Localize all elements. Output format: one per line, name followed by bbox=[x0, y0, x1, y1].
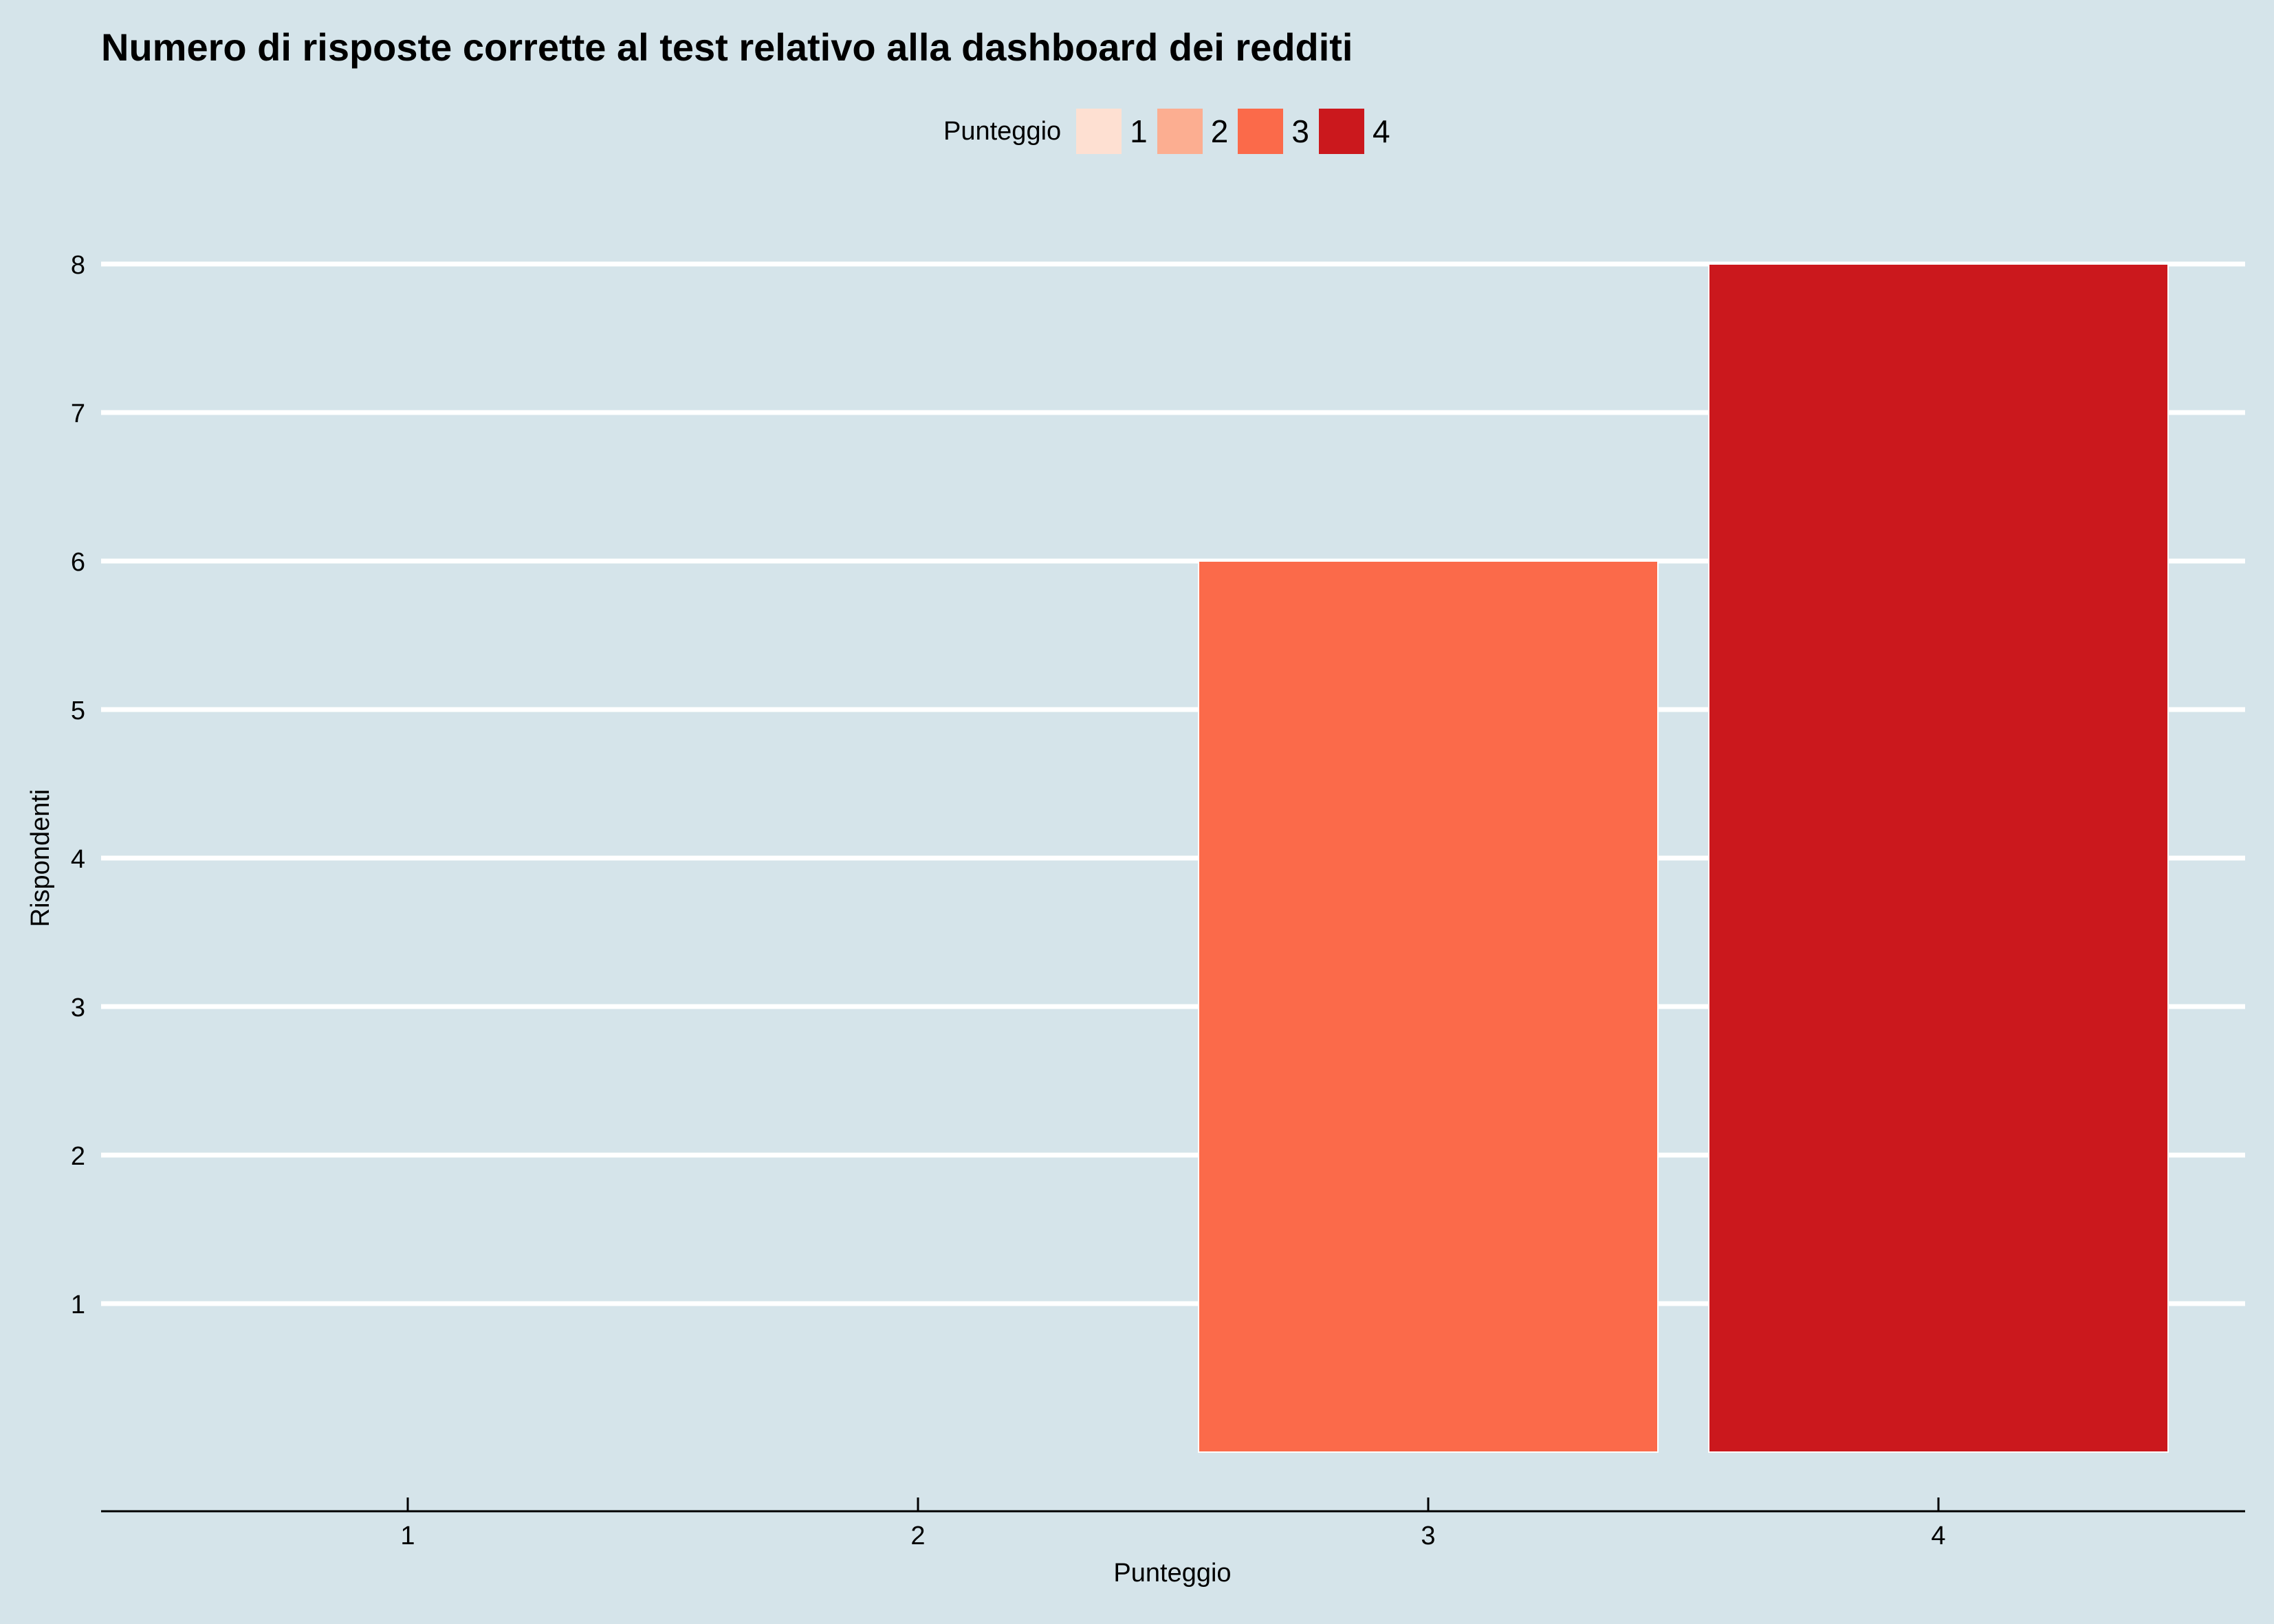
legend-item-1: 1 bbox=[1076, 109, 1148, 154]
legend-title: Punteggio bbox=[943, 116, 1062, 146]
y-tick-label-3: 3 bbox=[71, 994, 85, 1022]
legend-swatch-1 bbox=[1076, 109, 1122, 154]
x-tick-label-3: 3 bbox=[1421, 1522, 1435, 1550]
legend-label-4: 4 bbox=[1372, 113, 1390, 149]
chart-title: Numero di risposte corrette al test rela… bbox=[101, 25, 1353, 69]
x-tick-label-1: 1 bbox=[400, 1522, 415, 1550]
legend-label-1: 1 bbox=[1130, 113, 1148, 149]
y-tick-label-7: 7 bbox=[71, 399, 85, 428]
legend-swatch-2 bbox=[1157, 109, 1203, 154]
y-tick-label-5: 5 bbox=[71, 696, 85, 725]
legend-swatch-3 bbox=[1238, 109, 1284, 154]
x-axis-title: Punteggio bbox=[1113, 1559, 1231, 1588]
x-tick-label-4: 4 bbox=[1931, 1522, 1945, 1550]
legend-item-2: 2 bbox=[1157, 109, 1229, 154]
bar-4 bbox=[1708, 263, 2169, 1453]
legend-item-4: 4 bbox=[1318, 109, 1390, 154]
bar-3 bbox=[1198, 560, 1659, 1453]
legend-label-2: 2 bbox=[1210, 113, 1229, 149]
bars bbox=[1198, 263, 2169, 1453]
x-tick-label-2: 2 bbox=[910, 1522, 925, 1550]
legend-swatch-4 bbox=[1318, 109, 1364, 154]
y-tick-label-6: 6 bbox=[71, 548, 85, 577]
y-tick-label-1: 1 bbox=[71, 1291, 85, 1319]
legend-label-3: 3 bbox=[1291, 113, 1309, 149]
y-axis-title: Rispondenti bbox=[26, 789, 55, 928]
y-tick-label-8: 8 bbox=[71, 251, 85, 280]
y-tick-label-2: 2 bbox=[71, 1142, 85, 1171]
legend-item-3: 3 bbox=[1238, 109, 1309, 154]
x-axis-ticks: 1 2 3 4 bbox=[400, 1497, 1946, 1550]
y-axis-ticks: 1 2 3 4 5 6 7 8 bbox=[71, 251, 85, 1319]
legend: Punteggio 1 2 3 4 bbox=[943, 109, 1400, 154]
y-tick-label-4: 4 bbox=[71, 845, 85, 874]
